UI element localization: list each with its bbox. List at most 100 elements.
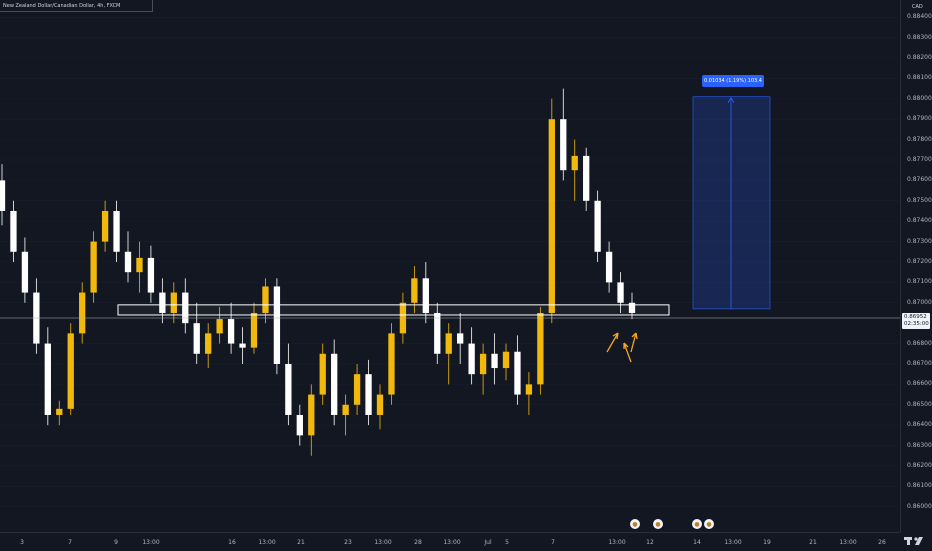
current-price-tag: 0.86952 02:35:00 (902, 313, 930, 329)
time-axis-label: 21 (809, 539, 817, 546)
arrow-up-right[interactable] (606, 332, 619, 353)
price-axis[interactable]: 0.88400 0.88300 0.88200 0.88100 0.88000 0.879… (900, 0, 932, 532)
candle-body (44, 343, 51, 415)
price-axis-label: 0.88200 (907, 53, 932, 61)
candle-body (124, 251, 132, 273)
candle-body (525, 384, 533, 395)
support-zone[interactable] (117, 304, 670, 316)
candle (583, 147, 590, 211)
candle-body (353, 374, 361, 405)
candle (560, 88, 567, 181)
event-icon[interactable]: ● (692, 519, 702, 529)
event-icon[interactable]: ● (653, 519, 663, 529)
arrow-up-center[interactable] (630, 332, 638, 353)
candle (136, 241, 143, 293)
bar-countdown: 02:35:00 (904, 321, 929, 327)
measure-tool[interactable] (692, 96, 771, 310)
arrow-up-left[interactable] (623, 342, 632, 363)
candle-body (56, 408, 63, 415)
candle (376, 384, 384, 430)
candle-body (0, 180, 6, 211)
candle (514, 335, 521, 405)
candle (548, 98, 555, 324)
price-axis-label: 0.87900 (907, 115, 932, 123)
candle-body (537, 312, 544, 385)
candle-body (422, 278, 429, 313)
time-axis-label: 13:00 (258, 539, 276, 546)
price-axis-label: 0.87000 (907, 298, 932, 306)
current-price-value: 0.86952 (904, 314, 927, 320)
candle (124, 231, 132, 283)
time-axis-label: Jul (484, 539, 492, 546)
support-zone-rect[interactable] (117, 304, 670, 316)
candle-body (342, 404, 349, 415)
candle-body (101, 210, 109, 242)
measure-label: 0.01034 (1.19%) 103.4 (702, 75, 764, 87)
symbol-legend-text: New Zealand Dollar/Canadian Dollar, 4h, … (3, 3, 121, 9)
candle-body (250, 312, 258, 348)
hand-drawn-arrows[interactable] (606, 332, 638, 363)
time-axis-label: 12 (646, 539, 654, 546)
candle-body (479, 353, 487, 375)
price-axis-label: 0.87400 (907, 217, 932, 225)
candle (388, 323, 395, 405)
tradingview-logo[interactable] (902, 534, 930, 548)
time-axis-label: 13:00 (608, 539, 626, 546)
candle-body (468, 343, 475, 375)
candle (101, 200, 109, 252)
measure-label-text: 0.01034 (1.19%) 103.4 (704, 78, 762, 84)
candle (353, 363, 361, 415)
candle (468, 327, 475, 385)
candle (56, 400, 63, 426)
candle (331, 339, 338, 426)
candle (285, 343, 292, 426)
price-axis-label: 0.87300 (907, 237, 932, 245)
price-axis-label: 0.86300 (907, 441, 932, 449)
candle-body (21, 251, 29, 293)
candle (537, 306, 544, 395)
candle-body (457, 333, 464, 344)
candle-body (502, 351, 510, 369)
candle-body (296, 414, 303, 436)
candle (617, 272, 624, 313)
price-axis-label: 0.86500 (907, 400, 932, 408)
price-axis-label: 0.87500 (907, 196, 932, 204)
time-axis-label: 7 (551, 539, 555, 546)
currency-label: CAD (912, 4, 923, 10)
price-axis-label: 0.86600 (907, 380, 932, 388)
candle (262, 278, 269, 324)
candle-body (388, 333, 395, 395)
measure-arrow-head (727, 96, 735, 103)
price-axis-label: 0.88000 (907, 94, 932, 102)
candle (216, 306, 223, 344)
candle-body (90, 241, 97, 293)
event-icon[interactable]: ● (630, 519, 640, 529)
time-axis-label: 21 (297, 539, 305, 546)
event-icon[interactable]: ● (704, 519, 714, 529)
candle (205, 323, 212, 369)
candle-body (147, 257, 155, 293)
chart-plot-area[interactable] (0, 0, 900, 532)
candle-body (548, 119, 555, 313)
candle (33, 278, 40, 354)
candle (170, 282, 177, 324)
candle (250, 302, 258, 354)
price-axis-label: 0.87800 (907, 135, 932, 143)
price-axis-label: 0.86200 (907, 461, 932, 469)
candle (308, 384, 315, 456)
candle (365, 359, 372, 426)
time-axis-label: 13:00 (443, 539, 461, 546)
symbol-legend[interactable]: New Zealand Dollar/Canadian Dollar, 4h, … (0, 0, 153, 12)
candle (90, 231, 97, 303)
candle-body (170, 292, 177, 313)
candle-body (560, 119, 567, 171)
time-axis[interactable]: 3 7 9 13:00 16 13:00 21 23 13:00 28 13:00 Jul 5 7 13:0… (0, 532, 900, 551)
candle (434, 302, 441, 364)
time-axis-label: 26 (878, 539, 886, 546)
candle-body (193, 323, 200, 354)
candle-body (113, 210, 120, 252)
candle (193, 302, 200, 364)
candle (21, 237, 29, 303)
measure-rect[interactable] (692, 96, 771, 310)
